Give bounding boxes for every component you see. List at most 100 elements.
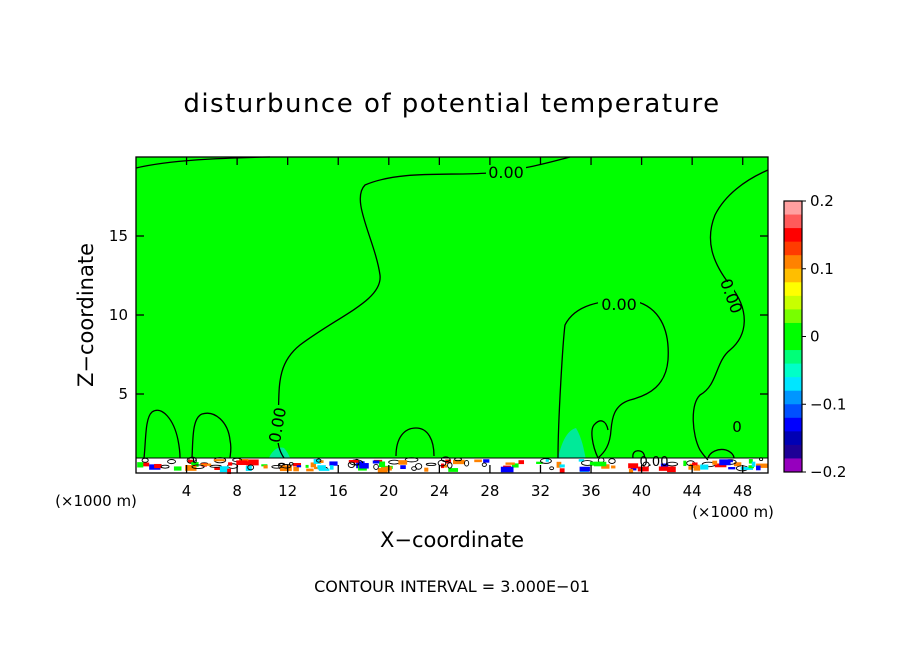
band-mark <box>236 460 248 466</box>
band-mark <box>154 463 162 469</box>
band-mark <box>448 468 459 472</box>
band-mark <box>424 467 429 472</box>
band-mark <box>400 465 406 470</box>
band-mark <box>601 464 610 469</box>
band-mark <box>589 461 603 466</box>
contour-label: 0.00 <box>640 455 669 470</box>
colorbar-swatch <box>784 214 802 229</box>
band-mark <box>329 461 338 466</box>
band-mark <box>719 459 731 466</box>
colorbar-swatch <box>784 350 802 365</box>
colorbar-swatch <box>784 431 802 446</box>
x-tick-label: 4 <box>182 482 192 500</box>
x-tick-label: 36 <box>581 482 600 500</box>
band-mark <box>305 464 309 468</box>
band-mark <box>219 466 229 473</box>
band-mark <box>372 460 380 464</box>
band-mark <box>347 461 356 468</box>
band-mark <box>442 464 448 468</box>
x-tick-label: 24 <box>430 482 449 500</box>
band-mark <box>377 468 388 474</box>
band-mark <box>317 465 326 470</box>
band-mark <box>318 468 330 471</box>
band-mark <box>714 463 727 468</box>
colorbar-swatch <box>784 241 802 256</box>
colorbar-tick-label: 0 <box>810 328 820 346</box>
colorbar-tick-label: 0.1 <box>810 260 834 278</box>
band-mark <box>540 458 552 464</box>
x-tick-label: 20 <box>379 482 398 500</box>
band-mark <box>292 463 301 467</box>
colorbar-swatch <box>784 444 802 459</box>
colorbar-swatch <box>784 228 802 243</box>
band-mark <box>559 464 565 468</box>
x-axis-label: X−coordinate <box>380 528 524 552</box>
band-mark <box>505 462 515 465</box>
band-mark <box>748 459 753 464</box>
band-mark <box>628 468 634 473</box>
field-anomaly-cyan-1 <box>558 428 586 460</box>
colorbar-swatch <box>784 377 802 392</box>
band-mark <box>518 460 525 465</box>
band-mark <box>167 459 176 465</box>
chart-title: disturbunce of potential temperature <box>183 89 720 119</box>
band-mark <box>611 465 616 469</box>
colorbar <box>783 200 803 473</box>
contour-interval-note: CONTOUR INTERVAL = 3.000E−01 <box>314 577 590 596</box>
band-mark <box>660 463 669 467</box>
band-mark <box>481 462 487 467</box>
band-mark <box>556 461 562 468</box>
x-tick-label: 32 <box>531 482 550 500</box>
colorbar-tick-label: −0.2 <box>810 463 846 481</box>
contour-left-1 <box>143 409 181 459</box>
band-mark <box>756 465 761 471</box>
band-mark <box>293 466 299 472</box>
band-mark <box>191 462 199 467</box>
colorbar-swatch <box>784 458 802 473</box>
x-tick-label: 44 <box>683 482 702 500</box>
surface-band-marks <box>136 456 768 475</box>
band-mark <box>296 465 302 468</box>
band-mark <box>712 460 718 465</box>
colorbar-swatch <box>784 201 802 216</box>
band-mark <box>173 466 182 471</box>
band-mark <box>511 463 519 468</box>
field-background <box>136 157 768 473</box>
band-mark <box>474 459 482 463</box>
y-axis: 5 10 15 <box>109 227 768 403</box>
band-mark <box>398 460 408 465</box>
band-mark <box>140 462 150 467</box>
band-mark <box>137 462 144 468</box>
band-mark <box>437 459 447 467</box>
band-mark <box>452 459 465 465</box>
contour-mid-lobe <box>591 420 609 459</box>
band-mark <box>608 458 616 464</box>
x-tick-label: 12 <box>278 482 297 500</box>
band-mark <box>464 459 470 467</box>
band-mark <box>637 466 649 472</box>
band-mark <box>246 459 259 466</box>
band-mark <box>213 459 225 462</box>
band-mark <box>692 462 698 466</box>
colorbar-swatch <box>784 268 802 283</box>
band-mark <box>319 460 324 463</box>
band-mark <box>247 464 255 471</box>
band-mark <box>378 461 386 468</box>
band-mark <box>281 463 292 469</box>
band-mark <box>373 463 379 470</box>
band-mark <box>500 466 514 473</box>
colorbar-swatch <box>784 417 802 432</box>
contour-ring <box>632 450 646 459</box>
band-mark <box>688 466 692 470</box>
band-mark <box>549 466 555 471</box>
band-mark <box>191 464 205 470</box>
band-mark <box>579 466 590 472</box>
contour-center-bump <box>395 427 435 457</box>
x-unit-right: (×1000 m) <box>692 503 774 521</box>
band-mark <box>658 466 669 471</box>
band-mark <box>700 464 709 470</box>
band-mark <box>228 462 233 466</box>
band-mark <box>733 462 742 467</box>
y-axis-label: Z−coordinate <box>74 243 98 387</box>
band-mark <box>200 463 212 466</box>
